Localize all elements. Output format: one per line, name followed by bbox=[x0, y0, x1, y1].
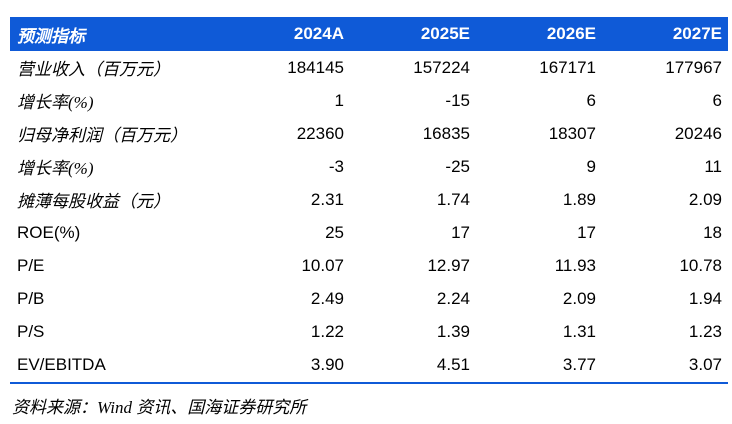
row-label: 增长率(%) bbox=[17, 159, 94, 178]
row-value: 2.24 bbox=[436, 288, 470, 308]
table-row-profit-growth: 增长率(%) -3 -25 9 11 bbox=[10, 150, 728, 183]
row-value: 10.07 bbox=[301, 255, 344, 275]
table-row-net-profit: 归母净利润（百万元） 22360 16835 18307 20246 bbox=[10, 117, 728, 150]
row-value: 18307 bbox=[548, 123, 596, 143]
row-value: 3.07 bbox=[688, 354, 722, 374]
row-label: EV/EBITDA bbox=[17, 354, 106, 374]
header-cell-2027e: 2027E bbox=[602, 17, 728, 51]
row-value: 2.09 bbox=[562, 288, 596, 308]
row-value: 16835 bbox=[422, 123, 470, 143]
table-row-pb: P/B 2.49 2.24 2.09 1.94 bbox=[10, 282, 728, 315]
row-label: ROE(%) bbox=[17, 222, 81, 242]
row-value: 177967 bbox=[665, 57, 722, 77]
header-cell-2026e: 2026E bbox=[476, 17, 602, 51]
row-value: 157224 bbox=[413, 57, 470, 77]
source-note: 资料来源：Wind 资讯、国海证券研究所 bbox=[12, 398, 307, 417]
row-label: P/E bbox=[17, 255, 45, 275]
row-value: 18 bbox=[703, 222, 722, 242]
row-value: 1.39 bbox=[436, 321, 470, 341]
row-value: 20246 bbox=[674, 123, 722, 143]
row-label: 摊薄每股收益（元） bbox=[17, 192, 170, 211]
row-value: 1.74 bbox=[436, 189, 470, 209]
row-label: 归母净利润（百万元） bbox=[17, 126, 187, 145]
row-label: P/S bbox=[17, 321, 45, 341]
header-cell-2024a: 2024A bbox=[224, 17, 350, 51]
row-value: 1.23 bbox=[688, 321, 722, 341]
row-value: 6 bbox=[712, 90, 722, 110]
row-value: 17 bbox=[577, 222, 596, 242]
row-label: 增长率(%) bbox=[17, 93, 94, 112]
table-row-revenue-growth: 增长率(%) 1 -15 6 6 bbox=[10, 84, 728, 117]
table-row-roe: ROE(%) 25 17 17 18 bbox=[10, 216, 728, 249]
row-value: 1.94 bbox=[688, 288, 722, 308]
row-value: 167171 bbox=[539, 57, 596, 77]
row-value: -15 bbox=[445, 90, 470, 110]
row-value: 2.49 bbox=[310, 288, 344, 308]
header-cell-2025e: 2025E bbox=[350, 17, 476, 51]
row-value: 9 bbox=[586, 156, 596, 176]
row-value: 3.90 bbox=[310, 354, 344, 374]
table-row-pe: P/E 10.07 12.97 11.93 10.78 bbox=[10, 249, 728, 282]
table-row-ev-ebitda: EV/EBITDA 3.90 4.51 3.77 3.07 bbox=[10, 348, 728, 381]
row-value: 184145 bbox=[287, 57, 344, 77]
row-value: 2.31 bbox=[310, 189, 344, 209]
table-header-row: 预测指标 2024A 2025E 2026E 2027E bbox=[10, 17, 728, 51]
table-row-ps: P/S 1.22 1.39 1.31 1.23 bbox=[10, 315, 728, 348]
row-value: 1.22 bbox=[310, 321, 344, 341]
row-label: 营业收入（百万元） bbox=[17, 60, 170, 79]
footer-divider-line bbox=[10, 382, 728, 384]
row-value: 1.89 bbox=[562, 189, 596, 209]
row-label: P/B bbox=[17, 288, 45, 308]
row-value: 22360 bbox=[296, 123, 344, 143]
forecast-table: 预测指标 2024A 2025E 2026E 2027E 营业收入（百万元） 1… bbox=[10, 17, 728, 381]
row-value: -3 bbox=[328, 156, 344, 176]
table-row-diluted-eps: 摊薄每股收益（元） 2.31 1.74 1.89 2.09 bbox=[10, 183, 728, 216]
header-cell-label: 预测指标 bbox=[10, 17, 224, 51]
row-value: 6 bbox=[586, 90, 596, 110]
row-value: 10.78 bbox=[679, 255, 722, 275]
row-value: 12.97 bbox=[427, 255, 470, 275]
row-value: 4.51 bbox=[436, 354, 470, 374]
row-value: -25 bbox=[445, 156, 470, 176]
table-row-revenue: 营业收入（百万元） 184145 157224 167171 177967 bbox=[10, 51, 728, 84]
row-value: 1.31 bbox=[562, 321, 596, 341]
row-value: 25 bbox=[325, 222, 344, 242]
row-value: 17 bbox=[451, 222, 470, 242]
row-value: 11 bbox=[704, 156, 722, 176]
row-value: 2.09 bbox=[688, 189, 722, 209]
row-value: 1 bbox=[334, 90, 344, 110]
row-value: 11.93 bbox=[554, 255, 596, 275]
row-value: 3.77 bbox=[562, 354, 596, 374]
